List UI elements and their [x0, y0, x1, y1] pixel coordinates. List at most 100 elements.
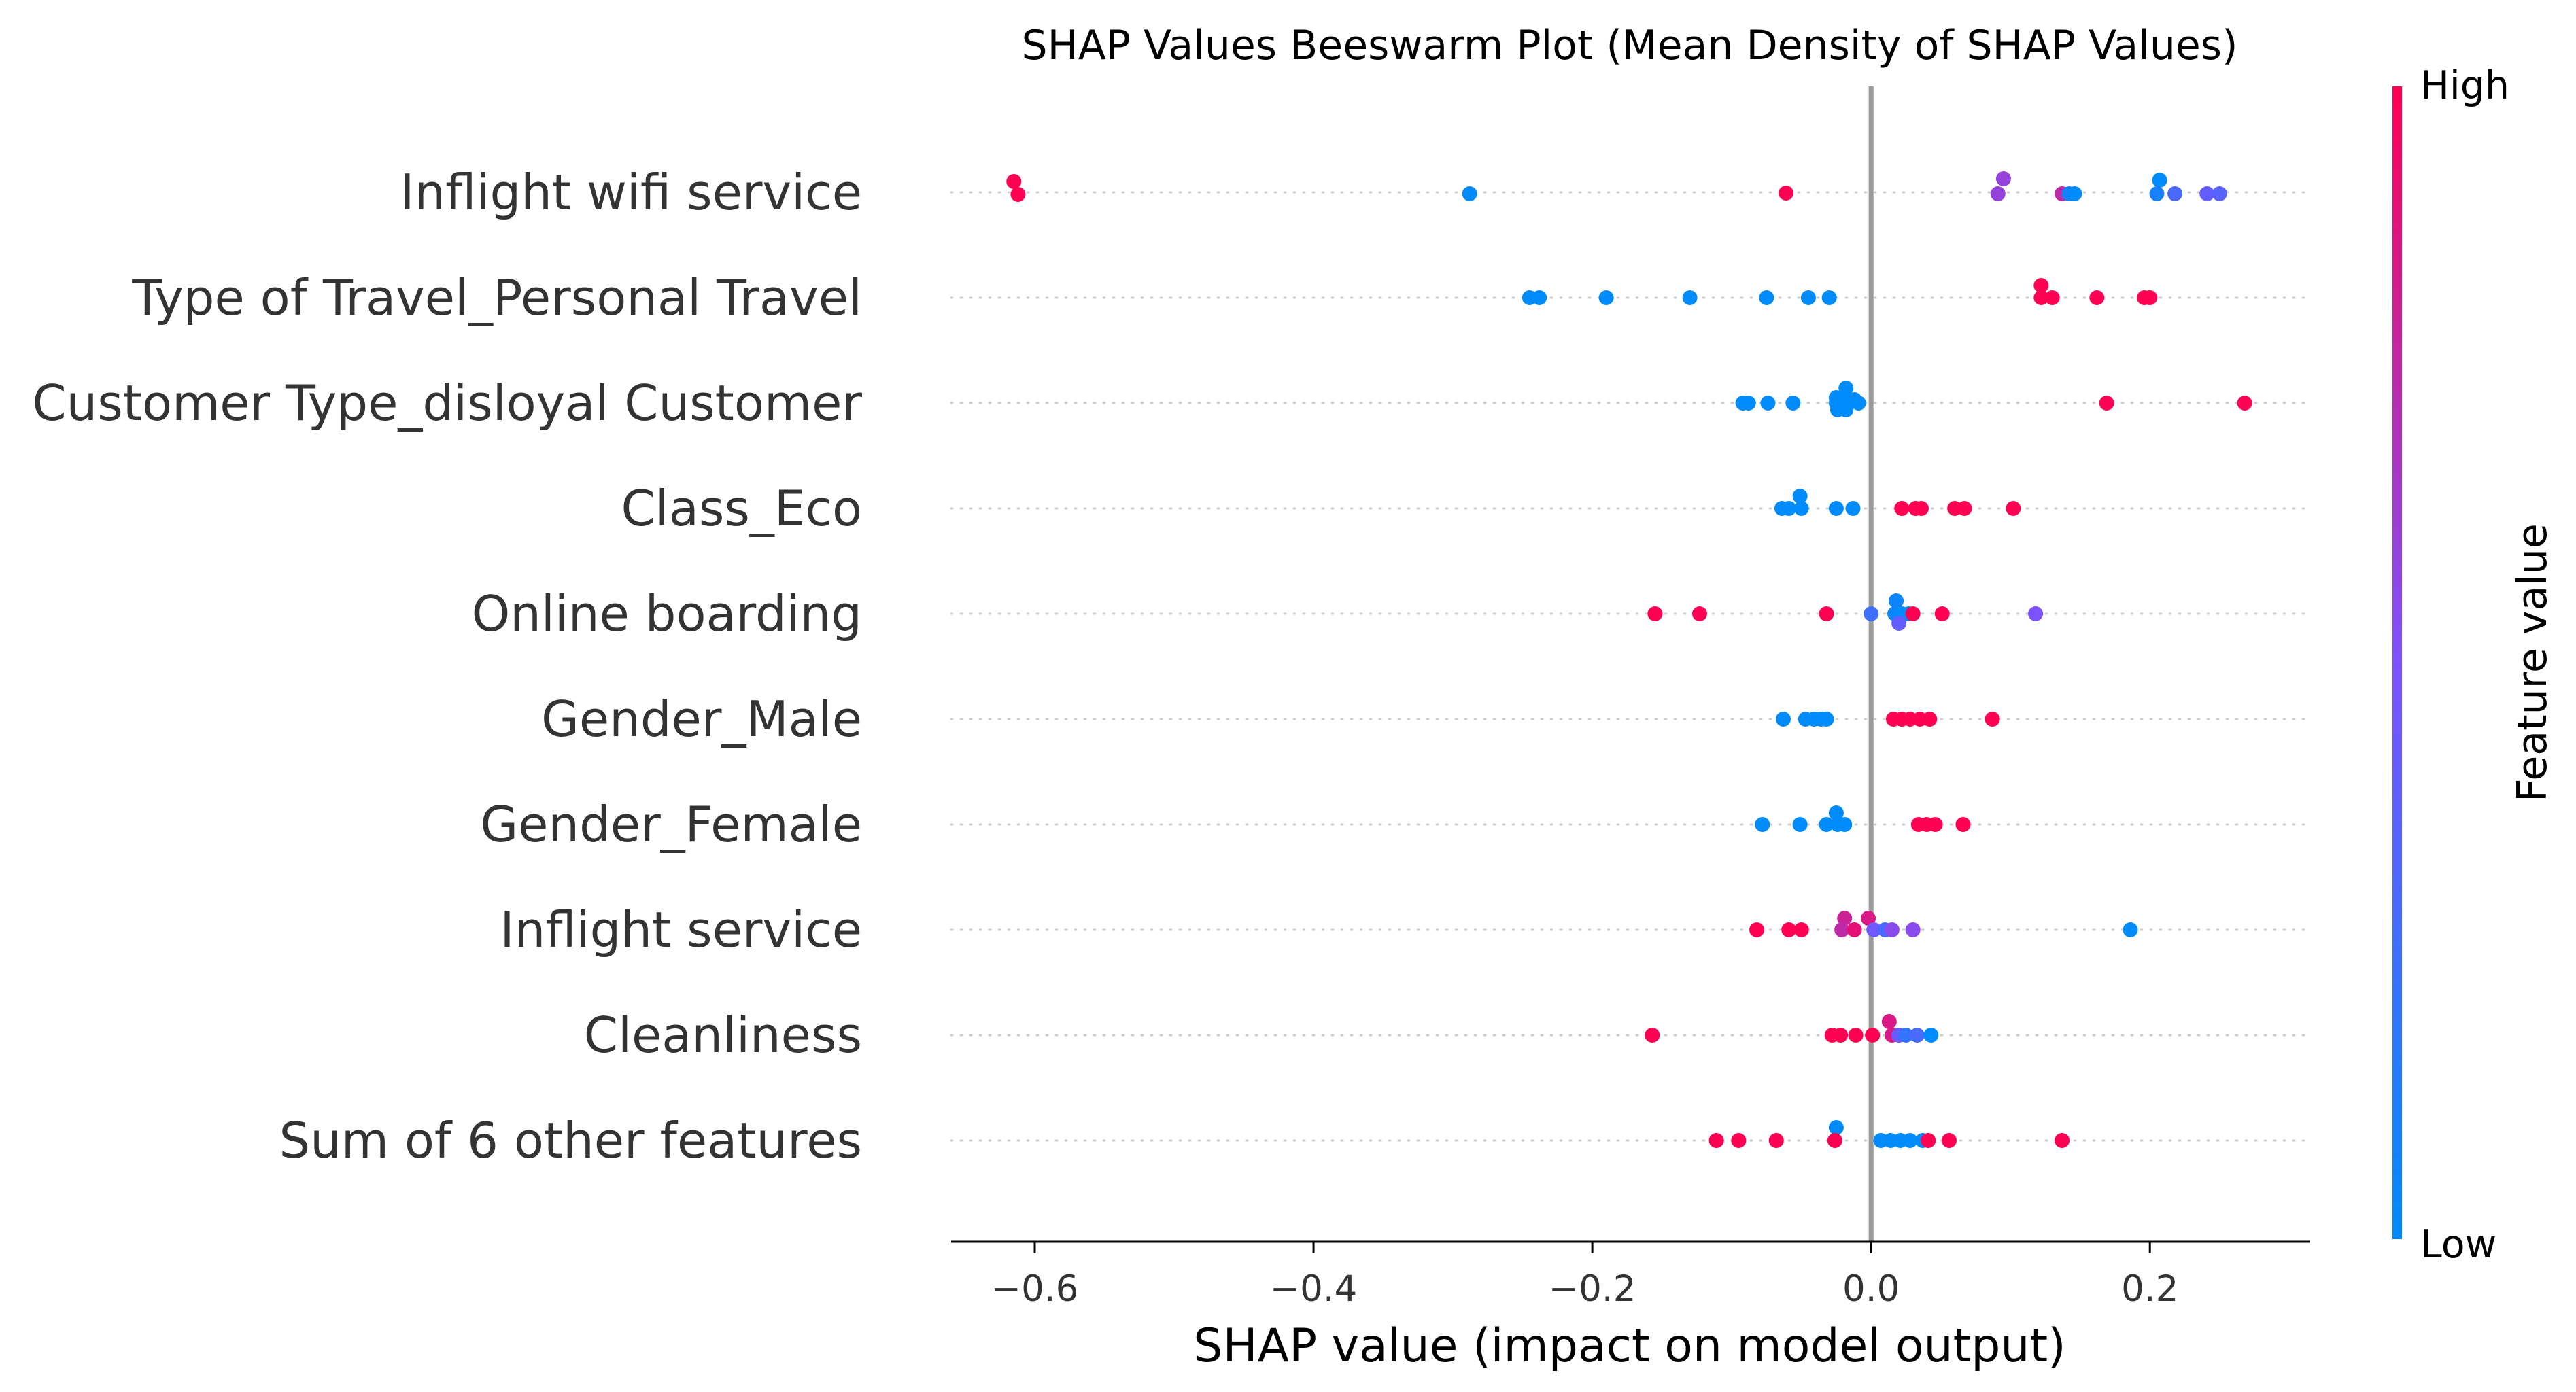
- x-tick-label: 0.2: [2121, 1268, 2178, 1310]
- shap-point: [1598, 290, 1614, 305]
- shap-point: [1462, 186, 1477, 201]
- x-tick-label: −0.2: [1549, 1268, 1636, 1310]
- x-tick-label: −0.4: [1270, 1268, 1358, 1310]
- shap-point: [1779, 186, 1794, 201]
- shap-point: [1740, 396, 1756, 411]
- shap-point: [2089, 290, 2105, 305]
- shap-point: [1768, 1133, 1784, 1148]
- shap-point: [1881, 1014, 1897, 1029]
- shap-point: [1785, 396, 1801, 411]
- shap-point: [1749, 922, 1765, 937]
- shap-point: [1776, 712, 1791, 727]
- shap-point: [1781, 501, 1797, 516]
- shap-point: [1759, 290, 1774, 305]
- shap-point: [1894, 501, 1910, 516]
- shap-point: [1792, 489, 1808, 504]
- shap-point: [1957, 501, 1972, 516]
- shap-point: [1006, 174, 1022, 189]
- colorbar-high-label: High: [2420, 63, 2509, 108]
- shap-point: [2055, 1133, 2070, 1148]
- shap-point: [1792, 817, 1808, 832]
- feature-label: Cleanliness: [584, 1007, 862, 1064]
- feature-label: Inflight service: [500, 901, 862, 958]
- shap-point: [2099, 396, 2114, 411]
- shap-point: [1708, 1133, 1724, 1148]
- shap-point: [1955, 817, 1971, 832]
- shap-point: [1941, 1133, 1957, 1148]
- shap-point: [1921, 1133, 1936, 1148]
- x-tick-label: 0.0: [1842, 1268, 1900, 1310]
- shap-point: [1905, 922, 1921, 937]
- feature-label: Type of Travel_Personal Travel: [131, 269, 862, 326]
- shap-point: [2237, 396, 2252, 411]
- shap-point: [1837, 817, 1853, 832]
- shap-point: [1834, 922, 1850, 937]
- shap-point: [2044, 290, 2060, 305]
- shap-point: [2149, 186, 2165, 201]
- shap-point: [1755, 817, 1770, 832]
- shap-point: [1990, 186, 2006, 201]
- shap-point: [2006, 501, 2021, 516]
- shap-point: [1889, 593, 1904, 608]
- shap-point: [1848, 1028, 1864, 1043]
- shap-point: [1819, 712, 1834, 727]
- shap-point: [2033, 278, 2049, 293]
- shap-point: [2167, 186, 2183, 201]
- shap-point: [1898, 1028, 1914, 1043]
- colorbar: [2392, 86, 2402, 1239]
- shap-point: [1927, 817, 1943, 832]
- feature-label: Gender_Male: [541, 691, 862, 748]
- feature-label: Class_Eco: [621, 480, 862, 537]
- shap-point: [1902, 1133, 1918, 1148]
- shap-point: [1821, 290, 1837, 305]
- shap-point: [1827, 1133, 1842, 1148]
- feature-label: Online boarding: [472, 585, 862, 642]
- shap-point: [1647, 606, 1663, 621]
- feature-label: Inflight wifi service: [400, 164, 862, 221]
- shap-point: [1793, 501, 1809, 516]
- x-ticks: −0.6 −0.4 −0.2 0.0 0.2: [991, 1242, 2178, 1310]
- shap-point: [1691, 606, 1707, 621]
- shap-point: [2212, 186, 2227, 201]
- chart-title: SHAP Values Beeswarm Plot (Mean Density …: [1022, 22, 2238, 69]
- x-axis-label: SHAP value (impact on model output): [1193, 1319, 2065, 1373]
- shap-point: [1532, 290, 1547, 305]
- shap-point: [1800, 290, 1816, 305]
- shap-point: [1934, 606, 1950, 621]
- shap-point: [1905, 606, 1921, 621]
- colorbar-low-label: Low: [2420, 1222, 2496, 1267]
- shap-point: [1995, 171, 2011, 186]
- shap-point: [1923, 1028, 1939, 1043]
- shap-point: [2067, 186, 2082, 201]
- shap-point: [1645, 1028, 1660, 1043]
- shap-point: [2123, 922, 2138, 937]
- shap-point: [2142, 290, 2158, 305]
- feature-labels: Inflight wifi service Type of Travel_Pers…: [32, 164, 862, 1169]
- shap-point: [1828, 1120, 1844, 1135]
- shap-point: [1781, 922, 1797, 937]
- colorbar-title: Feature value: [2509, 523, 2556, 802]
- shap-point: [2028, 606, 2044, 621]
- shap-point: [2033, 290, 2049, 305]
- shap-point: [1838, 381, 1854, 396]
- shap-point: [1909, 1028, 1925, 1043]
- shap-point: [2152, 173, 2167, 188]
- shap-point: [1922, 712, 1938, 727]
- shap-point: [1851, 396, 1866, 411]
- shap-point: [2199, 186, 2215, 201]
- x-tick-label: −0.6: [991, 1268, 1079, 1310]
- shap-point: [1845, 501, 1861, 516]
- feature-label: Customer Type_disloyal Customer: [32, 375, 862, 432]
- shap-point: [1837, 911, 1853, 926]
- shap-point: [1864, 606, 1879, 621]
- shap-point: [1838, 402, 1854, 417]
- shap-point: [1884, 922, 1900, 937]
- shap-point: [1891, 616, 1907, 631]
- shap-point: [1865, 1028, 1881, 1043]
- shap-point: [1847, 922, 1862, 937]
- shap-point: [1793, 922, 1809, 937]
- shap-point: [1861, 911, 1876, 926]
- feature-label: Gender_Female: [480, 796, 862, 853]
- shap-point: [1819, 817, 1834, 832]
